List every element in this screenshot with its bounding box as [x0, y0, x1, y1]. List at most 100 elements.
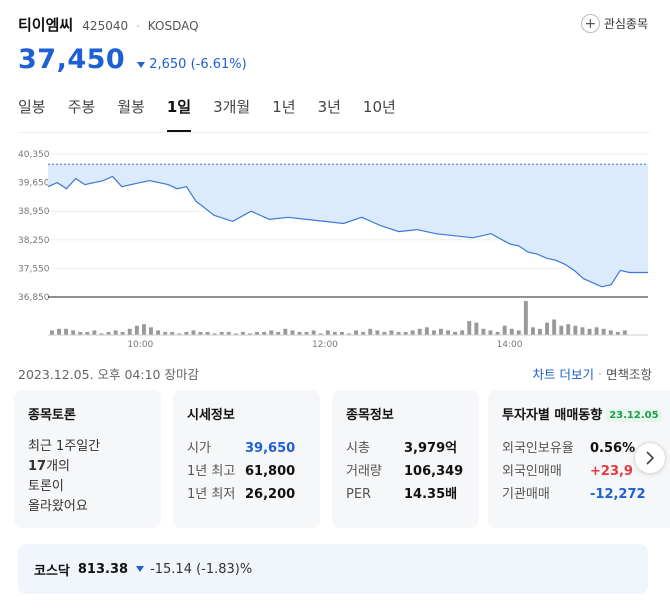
- date-badge: 23.12.05: [606, 409, 662, 422]
- kv-row: 시가 39,650: [187, 437, 306, 460]
- index-value: 813.38: [77, 561, 129, 577]
- stock-code: 425040: [82, 19, 129, 33]
- stock-info-card[interactable]: 종목정보 시총 3,979억 거래량 106,349 PER 14.35배: [332, 390, 479, 528]
- kv-label: 기관매매: [502, 487, 550, 502]
- x-tick-label: 10:00: [127, 340, 153, 350]
- volume-bar: [446, 330, 450, 335]
- down-arrow-icon: [136, 566, 145, 572]
- volume-bar: [156, 330, 160, 335]
- intraday-chart[interactable]: 40,350 39,650 38,950 38,250 37,550 36,850 10:…: [0, 140, 670, 355]
- y-tick-label: 38,950: [18, 207, 50, 217]
- volume-bar: [85, 331, 90, 335]
- index-name: 코스닥: [34, 563, 70, 579]
- y-tick-label: 36,850: [18, 293, 50, 303]
- volume-bars: [50, 301, 627, 335]
- volume-bar: [622, 330, 627, 335]
- separator-dot: ·: [598, 366, 602, 381]
- x-axis-ticks: 10:00 12:00 14:00: [127, 340, 522, 350]
- watchlist-button[interactable]: + 관심종목: [580, 14, 648, 33]
- volume-bar: [226, 331, 231, 335]
- kv-value: -12,272: [590, 487, 646, 502]
- volume-bar: [488, 330, 493, 335]
- volume-bar: [375, 330, 380, 335]
- volume-bar: [347, 333, 351, 335]
- volume-bar: [163, 331, 168, 335]
- card-title: 시세정보: [187, 408, 235, 423]
- volume-bar: [113, 330, 118, 335]
- kv-row: 외국인매매 +23,9: [502, 460, 664, 483]
- y-tick-label: 40,350: [18, 150, 50, 160]
- volume-bar: [134, 325, 139, 335]
- kv-label: 시가: [187, 441, 211, 456]
- kv-row: 기관매매 -12,272: [502, 483, 664, 506]
- plus-icon: +: [580, 14, 600, 33]
- kv-label: 1년 최고: [187, 464, 236, 479]
- y-tick-label: 39,650: [18, 179, 50, 189]
- price-line: [47, 175, 648, 288]
- tab-1year[interactable]: 1년: [272, 98, 296, 116]
- volume-bar: [106, 331, 111, 335]
- volume-bar: [311, 330, 316, 335]
- next-card-button[interactable]: [634, 442, 666, 474]
- volume-bar: [424, 327, 429, 335]
- tab-10years[interactable]: 10년: [362, 98, 396, 116]
- volume-bar: [453, 331, 458, 335]
- volume-bar: [608, 330, 613, 335]
- volume-bar: [248, 333, 252, 335]
- index-change: -15.14 (-1.83)%: [136, 562, 252, 577]
- y-tick-label: 38,250: [18, 236, 50, 246]
- kv-value: 0.56%: [590, 441, 636, 456]
- price-change: 2,650 (-6.61%): [137, 57, 247, 72]
- market-label: KOSDAQ: [147, 19, 199, 33]
- volume-bar: [212, 333, 217, 335]
- volume-bar: [233, 333, 238, 335]
- volume-bar: [262, 331, 267, 335]
- kv-value: 106,349: [404, 464, 464, 479]
- volume-bar: [474, 322, 479, 335]
- volume-bar: [57, 328, 61, 335]
- volume-bar: [283, 328, 288, 335]
- tab-daily[interactable]: 일봉: [18, 98, 46, 116]
- investor-title: 투자자별 매매동향: [502, 408, 603, 423]
- forum-count: 17: [28, 459, 47, 474]
- separator-dot: ·: [136, 20, 140, 33]
- market-info-card[interactable]: 시세정보 시가 39,650 1년 최고 61,800 1년 최저 26,200: [173, 390, 320, 528]
- tab-monthly[interactable]: 월봉: [117, 98, 145, 116]
- volume-bar: [50, 330, 54, 335]
- volume-bar: [127, 328, 132, 335]
- market-index-bar[interactable]: 코스닥 813.38 -15.14 (-1.83)%: [18, 544, 648, 594]
- volume-bar: [149, 327, 153, 335]
- volume-bar: [467, 321, 472, 335]
- kv-row: 거래량 106,349: [346, 460, 465, 483]
- forum-card[interactable]: 종목토론 최근 1주일간 17개의 토론이 올라왔어요: [14, 390, 161, 528]
- chart-more-link[interactable]: 차트 더보기: [532, 367, 594, 382]
- volume-bar: [92, 330, 97, 335]
- chevron-right-icon: [646, 451, 655, 465]
- market-close-timestamp: 2023.12.05. 오후 04:10 장마감: [18, 367, 199, 382]
- tab-3years[interactable]: 3년: [317, 98, 341, 116]
- card-title: 투자자별 매매동향 23.12.05: [502, 404, 664, 423]
- volume-bar: [177, 333, 182, 335]
- volume-bar: [191, 330, 196, 335]
- volume-bar: [205, 331, 210, 335]
- tab-weekly[interactable]: 주봉: [67, 98, 96, 116]
- kv-value: 39,650: [245, 441, 296, 456]
- volume-bar: [184, 331, 189, 335]
- forum-line4: 올라왔어요: [28, 499, 88, 514]
- volume-bar: [432, 330, 436, 335]
- kv-value: 61,800: [245, 464, 296, 479]
- index-change-text: -15.14 (-1.83)%: [150, 561, 253, 577]
- price-row: 37,450 2,650 (-6.61%): [18, 44, 247, 80]
- stock-header: 티이엠씨 425040 · KOSDAQ + 관심종목: [18, 14, 652, 38]
- volume-bar: [531, 327, 535, 335]
- forum-line1: 최근 1주일간: [28, 439, 101, 454]
- disclaimer-link[interactable]: 면책조항: [605, 367, 652, 382]
- volume-bar: [255, 331, 259, 335]
- volume-bar: [368, 328, 373, 335]
- tab-1day[interactable]: 1일: [166, 96, 192, 132]
- tab-3months[interactable]: 3개월: [213, 98, 251, 116]
- period-tabs: 일봉 주봉 월봉 1일 3개월 1년 3년 10년: [18, 96, 418, 132]
- volume-bar: [120, 331, 125, 335]
- volume-bar: [297, 331, 302, 335]
- volume-bar: [332, 331, 337, 335]
